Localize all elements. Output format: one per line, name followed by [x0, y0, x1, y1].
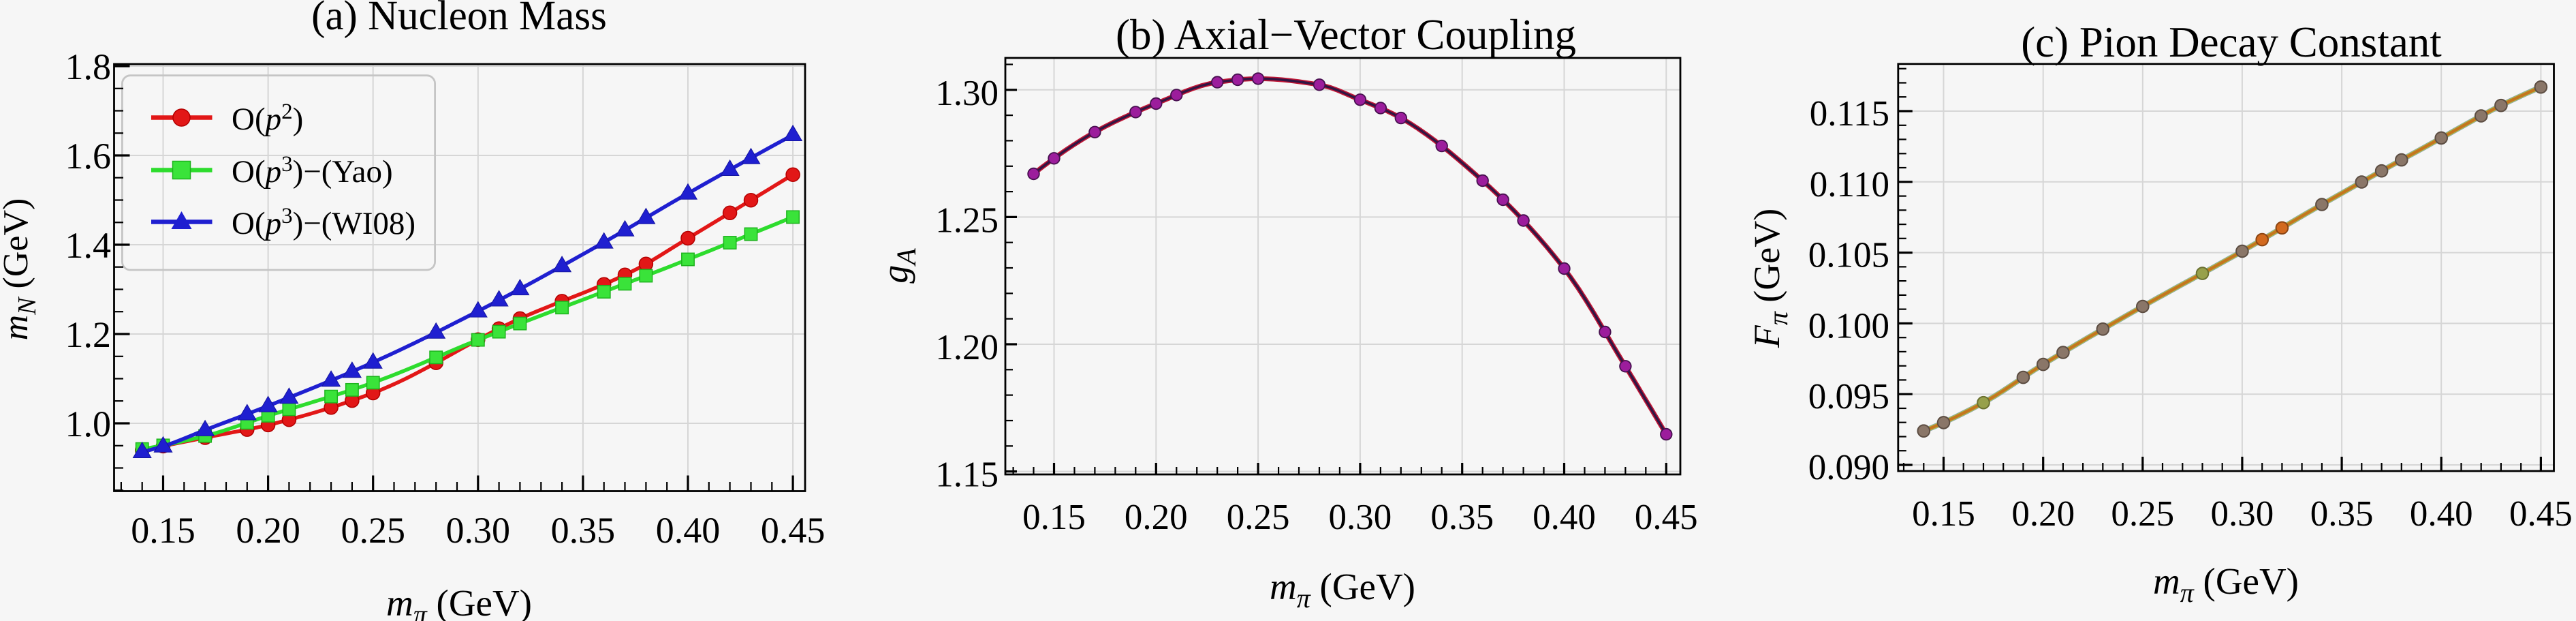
svg-text:1.8: 1.8	[65, 46, 112, 87]
svg-text:0.20: 0.20	[236, 510, 300, 551]
svg-text:0.25: 0.25	[1227, 498, 1290, 537]
svg-text:gA: gA	[875, 248, 922, 284]
svg-text:mN (GeV): mN (GeV)	[0, 198, 42, 341]
svg-text:mπ (GeV): mπ (GeV)	[1270, 566, 1415, 614]
svg-text:1.15: 1.15	[935, 455, 999, 495]
svg-text:0.105: 0.105	[1808, 236, 1889, 275]
svg-text:mπ (GeV): mπ (GeV)	[2153, 560, 2299, 608]
svg-text:0.100: 0.100	[1808, 306, 1889, 346]
svg-text:0.30: 0.30	[446, 510, 511, 551]
svg-text:0.095: 0.095	[1808, 377, 1889, 416]
svg-text:0.20: 0.20	[1125, 498, 1188, 537]
svg-text:1.25: 1.25	[935, 200, 999, 240]
svg-text:0.090: 0.090	[1808, 448, 1889, 487]
svg-text:1.0: 1.0	[65, 404, 112, 444]
svg-text:O(p3)−(WI08): O(p3)−(WI08)	[232, 204, 415, 241]
svg-text:0.15: 0.15	[1022, 498, 1086, 537]
svg-text:1.2: 1.2	[65, 314, 112, 355]
svg-text:O(p3)−(Yao): O(p3)−(Yao)	[232, 152, 393, 190]
svg-text:0.35: 0.35	[551, 510, 616, 551]
svg-text:0.15: 0.15	[131, 510, 195, 551]
svg-text:0.15: 0.15	[1912, 494, 1975, 534]
svg-text:1.30: 1.30	[935, 74, 999, 113]
svg-text:O(p2): O(p2)	[232, 100, 303, 137]
svg-text:(b) Axial−Vector Coupling: (b) Axial−Vector Coupling	[1116, 11, 1576, 59]
svg-text:0.115: 0.115	[1810, 94, 1889, 134]
svg-text:0.40: 0.40	[2410, 494, 2473, 534]
svg-text:0.45: 0.45	[1635, 498, 1698, 537]
svg-text:mπ (GeV): mπ (GeV)	[386, 582, 532, 621]
svg-text:0.110: 0.110	[1810, 165, 1889, 205]
svg-text:0.45: 0.45	[2509, 494, 2573, 534]
svg-text:0.40: 0.40	[1533, 498, 1596, 537]
svg-text:0.35: 0.35	[2310, 494, 2374, 534]
svg-text:0.30: 0.30	[2211, 494, 2274, 534]
svg-text:1.20: 1.20	[935, 328, 999, 367]
svg-text:0.30: 0.30	[1329, 498, 1392, 537]
svg-text:0.45: 0.45	[761, 510, 826, 551]
svg-text:1.4: 1.4	[65, 225, 112, 266]
svg-text:0.20: 0.20	[2011, 494, 2075, 534]
svg-text:0.25: 0.25	[2111, 494, 2174, 534]
svg-text:(a) Nucleon Mass: (a) Nucleon Mass	[311, 0, 607, 39]
svg-text:(c) Pion Decay Constant: (c) Pion Decay Constant	[2021, 18, 2442, 66]
svg-text:Fπ (GeV): Fπ (GeV)	[1746, 209, 1793, 348]
svg-text:0.40: 0.40	[656, 510, 721, 551]
svg-text:0.25: 0.25	[341, 510, 405, 551]
svg-text:1.6: 1.6	[65, 136, 112, 177]
svg-text:0.35: 0.35	[1430, 498, 1494, 537]
